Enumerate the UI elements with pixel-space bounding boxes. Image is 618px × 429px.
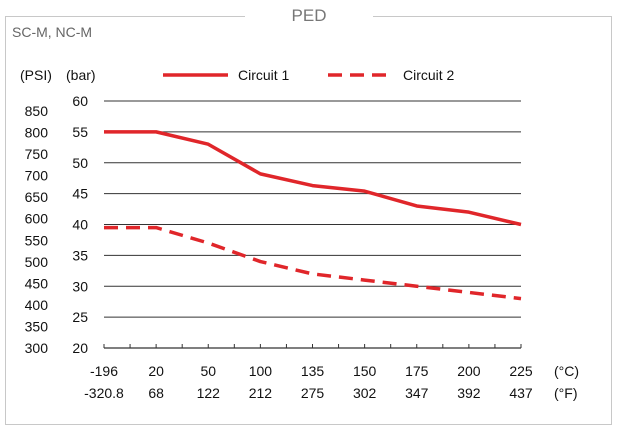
x-fahrenheit-tick-label: 122 — [197, 385, 221, 401]
y-bar-tick-label: 60 — [72, 93, 88, 109]
series-layer — [104, 130, 522, 301]
bar-unit-label: (bar) — [66, 67, 96, 83]
chart-title: PED — [245, 4, 373, 28]
celsius-unit-label: (°C) — [554, 363, 579, 379]
y-bar-tick-label: 35 — [72, 247, 88, 263]
x-celsius-tick-label: 20 — [148, 363, 164, 379]
series-circuit-1-line — [104, 130, 522, 227]
x-fahrenheit-tick-label: -320.8 — [84, 385, 124, 401]
series-circuit-2-line — [104, 225, 522, 301]
y-psi-tick-label: 600 — [25, 211, 49, 227]
x-fahrenheit-tick-label: 302 — [353, 385, 377, 401]
y-bar-tick-label: 50 — [72, 155, 88, 171]
y-bar-tick-label: 40 — [72, 217, 88, 233]
x-celsius-tick-label: 225 — [509, 363, 533, 379]
y-psi-tick-label: 850 — [25, 103, 49, 119]
grid-layer — [104, 100, 521, 318]
y-bar-tick-label: 20 — [72, 340, 88, 356]
x-celsius-tick-label: 175 — [405, 363, 429, 379]
x-celsius-tick-label: 50 — [200, 363, 216, 379]
x-fahrenheit-tick-label: 212 — [249, 385, 273, 401]
chart-subtitle: SC-M, NC-M — [12, 24, 93, 40]
x-fahrenheit-tick-label: 437 — [509, 385, 533, 401]
x-celsius-tick-label: -196 — [90, 363, 118, 379]
fahrenheit-unit-label: (°F) — [554, 385, 577, 401]
y-psi-tick-label: 300 — [25, 340, 49, 356]
y-psi-tick-label: 650 — [25, 189, 49, 205]
x-celsius-tick-label: 135 — [301, 363, 325, 379]
y-bar-tick-label: 55 — [72, 124, 88, 140]
y-psi-tick-label: 700 — [25, 168, 49, 184]
x-celsius-tick-label: 200 — [457, 363, 481, 379]
y-psi-tick-label: 500 — [25, 254, 49, 270]
y-psi-tick-label: 800 — [25, 125, 49, 141]
x-celsius-tick-label: 150 — [353, 363, 377, 379]
x-celsius-tick-label: 100 — [249, 363, 273, 379]
y-psi-tick-label: 750 — [25, 146, 49, 162]
y-bar-tick-label: 30 — [72, 278, 88, 294]
y-psi-tick-label: 400 — [25, 297, 49, 313]
x-fahrenheit-tick-label: 68 — [148, 385, 164, 401]
psi-unit-label: (PSI) — [20, 67, 52, 83]
x-fahrenheit-tick-label: 347 — [405, 385, 429, 401]
legend-circuit-1-label: Circuit 1 — [238, 67, 290, 83]
y-psi-tick-label: 550 — [25, 232, 49, 248]
legend-circuit-2-label: Circuit 2 — [403, 67, 455, 83]
x-fahrenheit-tick-label: 275 — [301, 385, 325, 401]
axis-layer: 20 25 30 35 40 45 50 55 60 300 350 400 450 500 550 600 6… — [25, 93, 533, 401]
y-bar-tick-label: 25 — [72, 309, 88, 325]
x-fahrenheit-tick-label: 392 — [457, 385, 481, 401]
y-bar-tick-label: 45 — [72, 186, 88, 202]
y-psi-tick-label: 450 — [25, 275, 49, 291]
y-psi-tick-label: 350 — [25, 318, 49, 334]
